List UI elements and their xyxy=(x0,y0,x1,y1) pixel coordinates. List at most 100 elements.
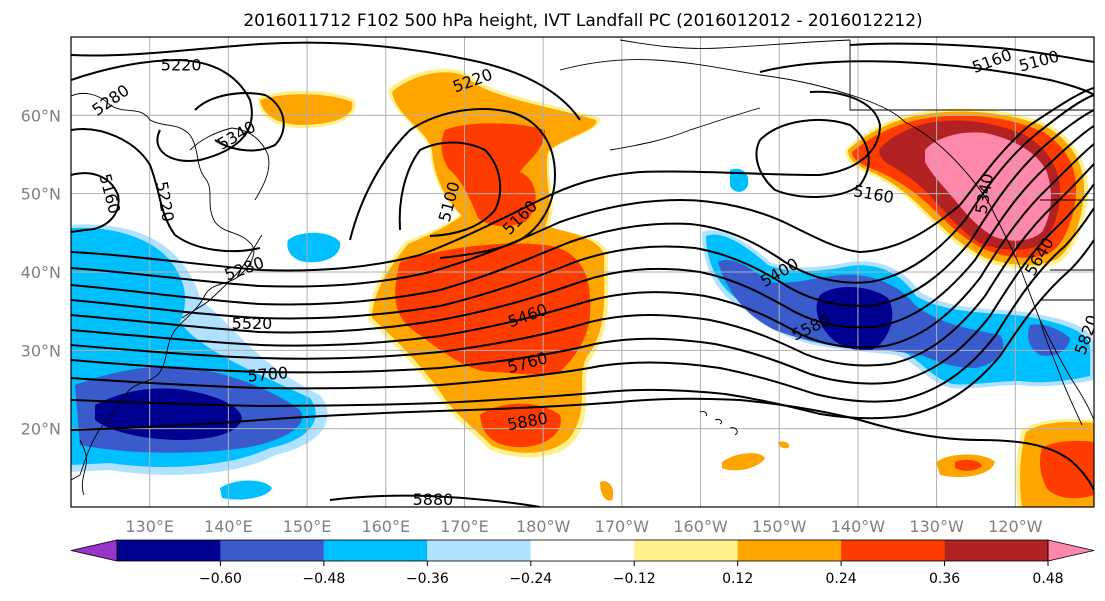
contour-line xyxy=(71,109,1094,320)
longitude-label: 130°W xyxy=(909,517,964,536)
longitude-label: 180°W xyxy=(516,517,571,536)
colorbar-tick-label: −0.36 xyxy=(406,571,449,587)
figure-title: 2016011712 F102 500 hPa height, IVT Land… xyxy=(243,11,922,31)
longitude-label: 160°W xyxy=(673,517,728,536)
colorbar-segment xyxy=(737,540,842,561)
ivt-positive-region xyxy=(1040,440,1094,499)
longitude-label: 140°E xyxy=(204,517,253,536)
ivt-negative-region xyxy=(730,168,749,192)
colorbar-segment xyxy=(841,540,945,561)
longitude-label: 150°W xyxy=(752,517,807,536)
ivt-negative-region xyxy=(220,480,272,500)
coastline-alaska xyxy=(559,59,1094,421)
coastline-usa xyxy=(1040,199,1094,301)
gridlines xyxy=(71,37,1094,507)
colorbar-segment xyxy=(944,540,1048,561)
coastline-baja xyxy=(1039,319,1083,426)
contour-label-text: 5220 xyxy=(161,55,202,74)
ivt-negative-region xyxy=(287,232,341,263)
latitude-label: 50°N xyxy=(21,185,61,204)
contour-line xyxy=(71,397,1094,491)
contour-line xyxy=(71,128,261,253)
colorbar-tick-label: 0.12 xyxy=(722,571,753,587)
contour-line xyxy=(71,125,1094,334)
longitude-label: 170°W xyxy=(595,517,650,536)
contour-line xyxy=(849,42,1094,63)
ivt-positive-region xyxy=(480,403,561,448)
contour-label: 5880 xyxy=(413,490,454,509)
colorbar-extend-low xyxy=(70,539,118,562)
longitude-label: 160°E xyxy=(361,517,410,536)
longitude-label: 170°E xyxy=(440,517,489,536)
contour-line xyxy=(71,239,1094,420)
colorbar-tick-label: 0.36 xyxy=(929,571,960,587)
coastline-canada xyxy=(849,40,1094,111)
contour-line xyxy=(71,41,581,121)
contour-line xyxy=(329,494,541,507)
latitude-label: 20°N xyxy=(21,420,61,439)
colorbar-tick-label: −0.60 xyxy=(199,571,242,587)
ivt-negative-region xyxy=(1028,324,1070,356)
geopotential-contours xyxy=(71,41,1094,507)
longitude-label: 150°E xyxy=(283,517,332,536)
coastlines xyxy=(71,39,1094,496)
contour-label: 5520 xyxy=(232,314,273,333)
colorbar-segment xyxy=(634,540,738,561)
longitude-labels: 130°E 140°E 150°E 160°E 170°E 180°W 170°W 160°W… xyxy=(125,517,1042,536)
contour-line xyxy=(71,143,1094,349)
coastline-asia xyxy=(71,93,255,481)
longitude-label: 140°W xyxy=(831,517,886,536)
contour-line xyxy=(71,58,253,162)
latitude-label: 40°N xyxy=(21,263,61,282)
colorbar-tick-label: −0.12 xyxy=(613,571,656,587)
contour-line xyxy=(398,141,502,237)
contour-line xyxy=(71,172,120,233)
latitude-label: 60°N xyxy=(21,106,61,125)
contour-label: 5220 xyxy=(161,55,202,74)
contour-line xyxy=(71,90,882,272)
contour-label-text: 5520 xyxy=(232,314,273,333)
contour-line xyxy=(194,92,285,152)
ivt-positive-region xyxy=(441,123,545,227)
coastline-hawaii xyxy=(699,411,738,436)
colorbar-tick-label: 0.48 xyxy=(1032,571,1063,587)
contour-line xyxy=(71,183,1094,385)
coastline-alaska-north xyxy=(619,39,851,49)
coastline-kamchatka xyxy=(189,127,270,201)
colorbar-extend-high xyxy=(1047,539,1095,562)
latitude-label: 30°N xyxy=(21,341,61,360)
contour-line xyxy=(71,87,1094,288)
latitude-labels: 60°N 50°N 40°N 30°N 20°N xyxy=(21,106,61,438)
colorbar-segment xyxy=(427,540,531,561)
colorbar-segment xyxy=(117,540,221,561)
colorbar-tick-label: 0.24 xyxy=(826,571,857,587)
ivt-positive-region xyxy=(778,441,790,449)
colorbar-tick-label: −0.24 xyxy=(509,571,552,587)
colorbar-segment xyxy=(323,540,428,561)
longitude-label: 120°W xyxy=(988,517,1043,536)
contour-line xyxy=(759,60,1094,96)
colorbar-segment xyxy=(220,540,324,561)
contour-line xyxy=(71,163,1094,367)
map-frame xyxy=(70,36,1095,508)
ivt-positive-region xyxy=(955,459,982,471)
ivt-negative-region xyxy=(816,287,893,351)
colorbar-tick-label: −0.48 xyxy=(302,571,345,587)
longitude-label: 130°E xyxy=(125,517,174,536)
coastline-aleutians xyxy=(609,107,761,151)
contour-line xyxy=(71,94,1094,306)
contour-label-text: 5700 xyxy=(247,363,289,385)
contour-label: 5700 xyxy=(247,363,289,385)
contour-line xyxy=(71,207,1094,403)
coastline-philippines xyxy=(79,439,87,496)
coastline-japan xyxy=(181,234,263,319)
colorbar-frame xyxy=(116,539,1049,562)
contour-label-text: 5880 xyxy=(413,490,454,509)
ivt-positive-region xyxy=(722,453,765,471)
colorbar-segment xyxy=(530,540,635,561)
contour-line xyxy=(755,119,870,198)
